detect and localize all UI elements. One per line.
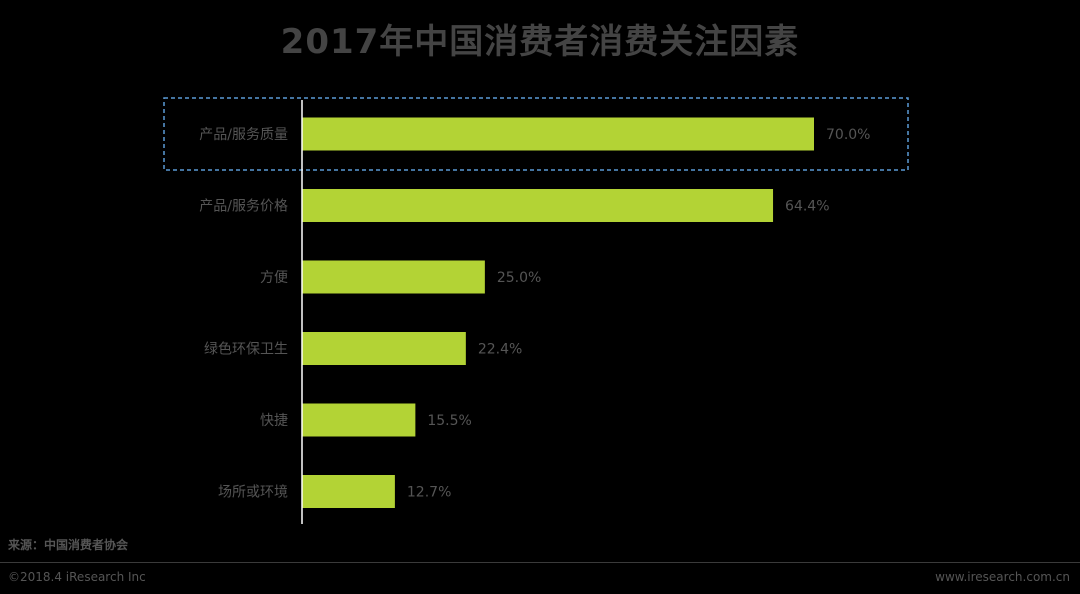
chart-title: 2017年中国消费者消费关注因素: [280, 22, 800, 62]
bar: [302, 189, 774, 222]
category-label: 产品/服务质量: [199, 127, 288, 143]
category-label: 产品/服务价格: [199, 199, 288, 215]
bar: [302, 117, 814, 151]
value-label: 12.7%: [407, 485, 451, 501]
highlight-box: [163, 97, 909, 171]
value-label: 22.4%: [478, 342, 522, 358]
footer-divider: [0, 562, 1080, 563]
category-label: 方便: [260, 270, 288, 286]
category-label: 场所或环境: [218, 485, 288, 501]
category-label: 快捷: [260, 413, 288, 429]
value-label: 25.0%: [497, 270, 541, 286]
value-label: 64.4%: [785, 199, 829, 215]
source-note: 来源：中国消费者协会: [8, 538, 129, 552]
bar: [302, 260, 485, 294]
bar-chart: 产品/服务质量 70.0% 产品/服务价格 64.4% 方便 25.0% 绿色环保卫生 22.…: [163, 97, 909, 524]
bar: [302, 403, 416, 437]
value-label: 15.5%: [427, 413, 471, 429]
bar: [302, 475, 395, 508]
bar: [302, 332, 466, 365]
footer-copyright: ©2018.4 iResearch Inc: [8, 570, 146, 584]
footer-website[interactable]: www.iresearch.com.cn: [935, 570, 1070, 584]
value-label: 70.0%: [826, 127, 870, 143]
category-label: 绿色环保卫生: [204, 341, 288, 358]
